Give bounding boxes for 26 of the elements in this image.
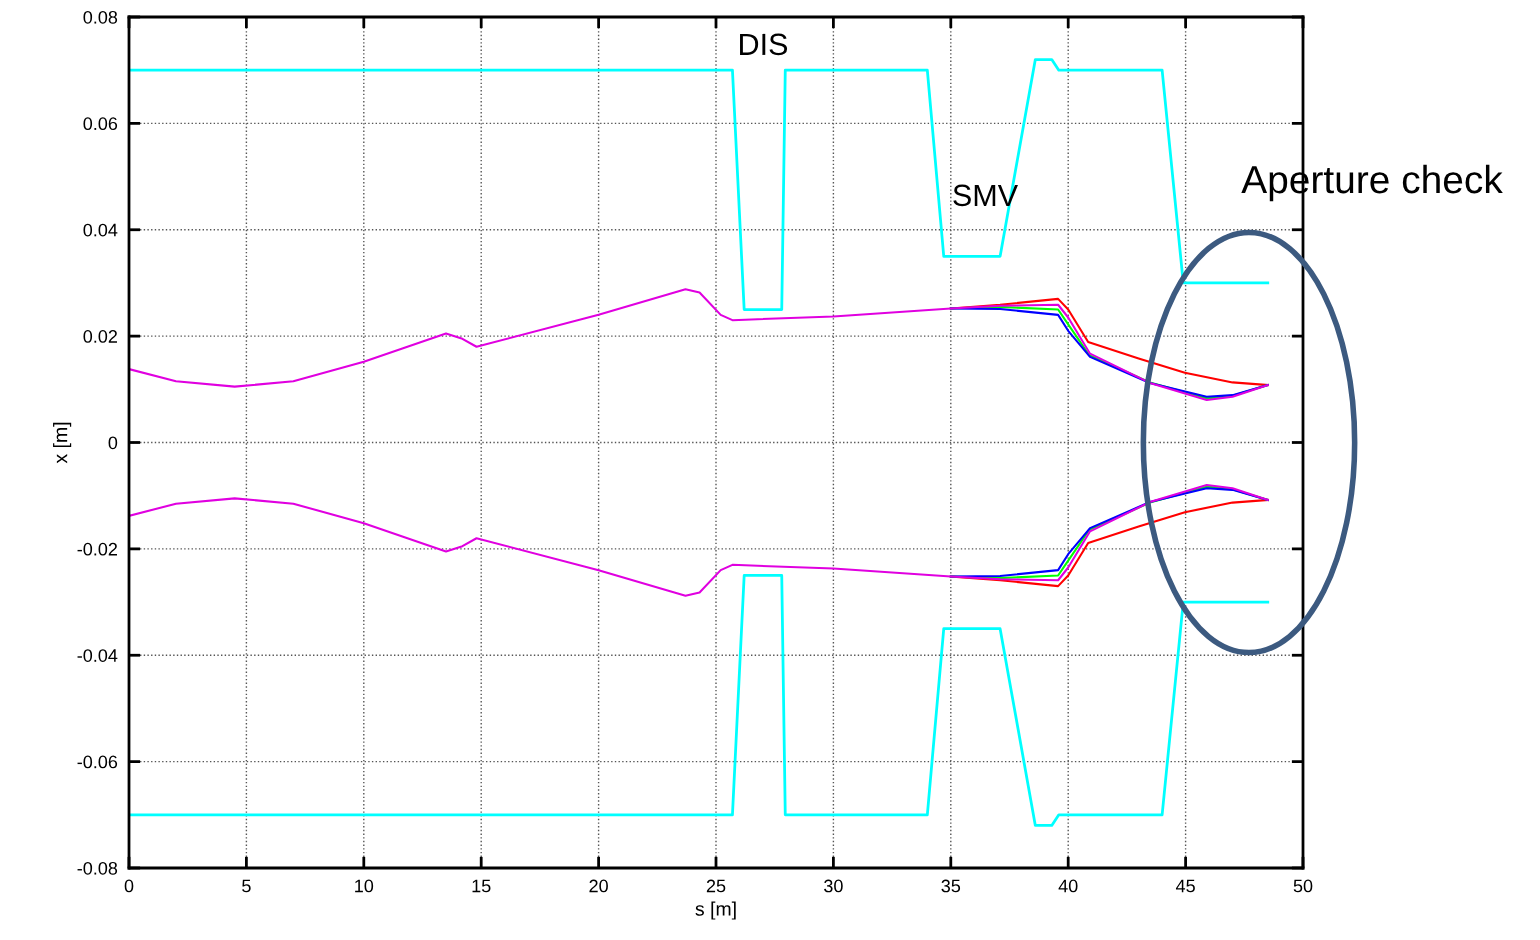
y-tick-label: -0.04 [77, 649, 118, 662]
x-tick-label: 0 [124, 879, 134, 893]
x-axis-title: s [m] [695, 901, 736, 920]
line-series [129, 288, 1269, 401]
y-tick-label: -0.08 [77, 861, 118, 875]
x-tick-label: 25 [706, 879, 726, 893]
x-tick-label: 10 [355, 879, 374, 893]
y-tick-label: -0.02 [77, 542, 117, 556]
line-series [129, 574, 1270, 827]
line-series [129, 484, 1269, 597]
x-tick-label: 40 [1058, 879, 1078, 893]
x-tick-label: 35 [941, 879, 961, 893]
x-tick-label: 45 [1175, 879, 1195, 893]
y-tick-label: 0 [108, 436, 118, 450]
x-tick-label: 15 [472, 879, 491, 893]
x-tick-label: 50 [1293, 879, 1313, 893]
y-axis-title: x [m] [53, 422, 72, 464]
y-tick-label: 0.06 [83, 117, 118, 131]
y-tick-label: -0.06 [77, 755, 118, 769]
x-tick-label: 30 [824, 879, 843, 893]
x-tick-label: 20 [589, 879, 608, 893]
y-tick-label: 0.04 [83, 223, 118, 237]
annotation: DIS [740, 33, 788, 56]
y-tick-label: 0.08 [83, 10, 118, 24]
y-tick-label: 0.02 [83, 330, 117, 343]
x-tick-label: 5 [242, 879, 251, 893]
